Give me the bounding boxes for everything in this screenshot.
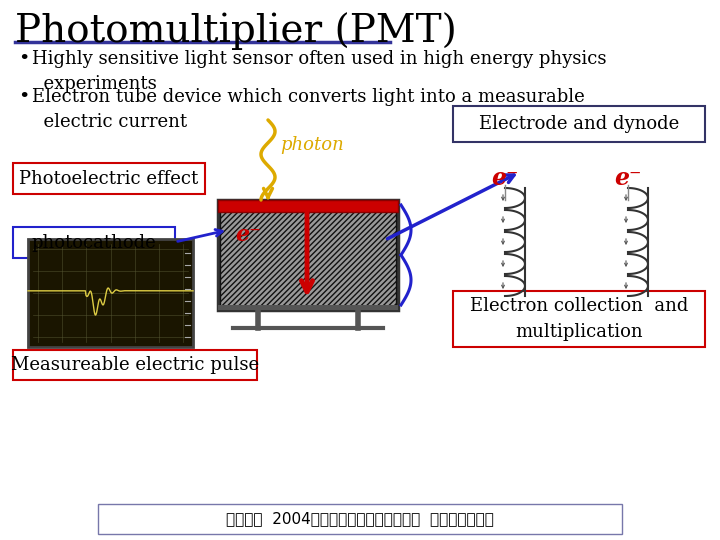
Text: 久松康子  2004年度低温工学・超伝導学会  ＠八戸工業大学: 久松康子 2004年度低温工学・超伝導学会 ＠八戸工業大学	[226, 511, 494, 526]
FancyBboxPatch shape	[453, 291, 705, 347]
Bar	[220, 210, 396, 308]
Text: Photomultiplier (PMT): Photomultiplier (PMT)	[15, 12, 457, 50]
FancyBboxPatch shape	[453, 106, 705, 142]
Bar	[218, 200, 398, 212]
Bar	[28, 239, 193, 347]
Text: e⁻: e⁻	[235, 224, 261, 246]
Bar	[218, 305, 398, 310]
FancyBboxPatch shape	[13, 163, 205, 194]
Text: Electron collection  and
multiplication: Electron collection and multiplication	[470, 297, 688, 341]
Text: Highly sensitive light sensor often used in high energy physics
  experiments: Highly sensitive light sensor often used…	[32, 50, 606, 93]
Bar	[218, 200, 398, 310]
Text: photocathode: photocathode	[32, 234, 156, 252]
Text: Electrode and dynode: Electrode and dynode	[479, 115, 679, 133]
Text: •: •	[18, 88, 30, 106]
Text: •: •	[18, 50, 30, 68]
Bar	[220, 210, 396, 308]
Text: e⁻: e⁻	[614, 166, 642, 190]
FancyBboxPatch shape	[13, 350, 257, 380]
FancyBboxPatch shape	[98, 504, 622, 534]
Text: photon: photon	[280, 136, 343, 154]
Text: Measureable electric pulse: Measureable electric pulse	[11, 356, 259, 374]
FancyBboxPatch shape	[13, 227, 175, 258]
Text: e⁻: e⁻	[491, 166, 518, 190]
Text: Photoelectric effect: Photoelectric effect	[19, 170, 199, 188]
Text: Electron tube device which converts light into a measurable
  electric current: Electron tube device which converts ligh…	[32, 88, 585, 131]
